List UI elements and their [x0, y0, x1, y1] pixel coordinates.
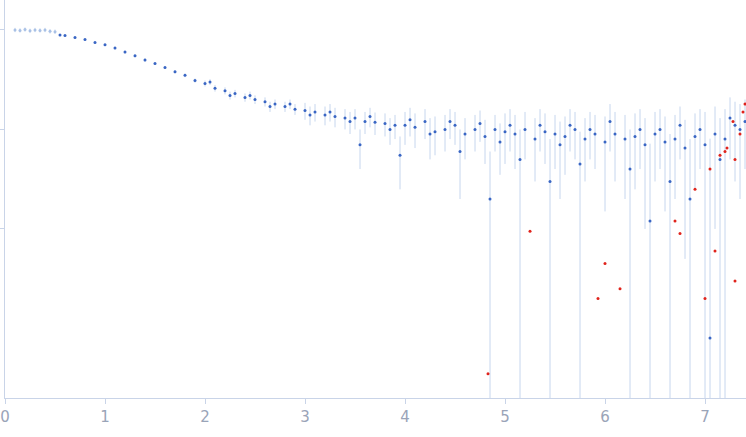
svg-text:1: 1	[100, 408, 110, 426]
svg-text:0: 0	[0, 408, 10, 426]
svg-text:3: 3	[300, 408, 310, 426]
svg-text:5: 5	[500, 408, 510, 426]
svg-text:6: 6	[600, 408, 610, 426]
svg-text:7: 7	[700, 408, 710, 426]
svg-text:2: 2	[200, 408, 210, 426]
svg-text:4: 4	[400, 408, 410, 426]
